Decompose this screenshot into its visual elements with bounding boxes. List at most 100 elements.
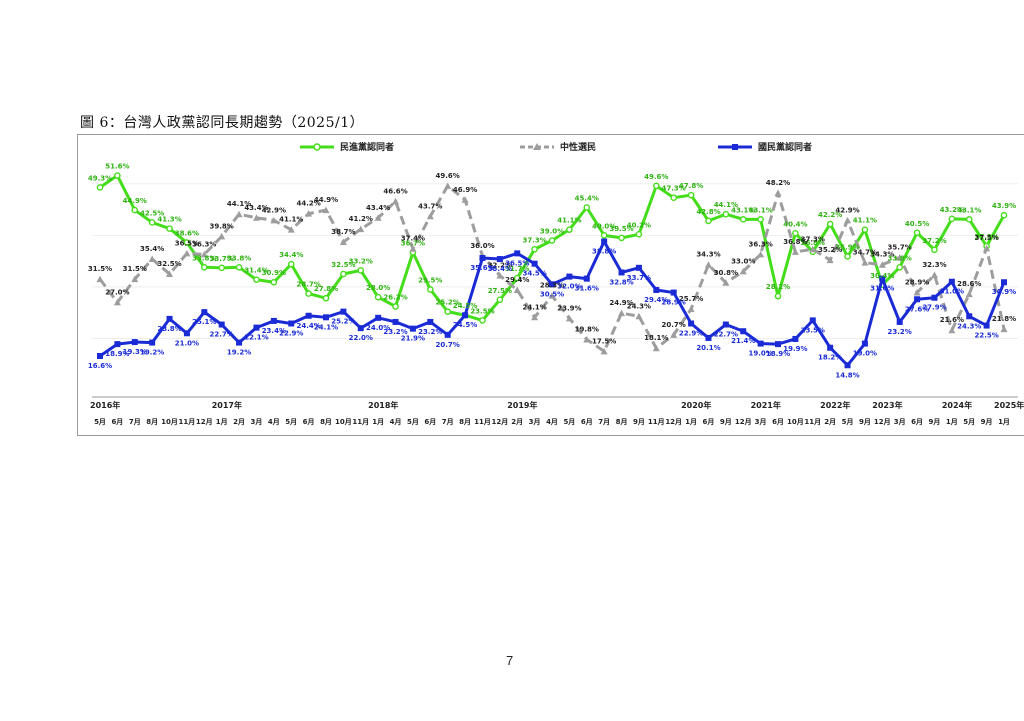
data-label: 27.8% — [314, 285, 338, 293]
month-tick-label: 8月 — [146, 418, 158, 426]
data-label: 19.0% — [853, 350, 877, 358]
data-point — [270, 278, 278, 286]
data-label: 28.0% — [366, 284, 390, 292]
data-label: 36.5% — [505, 259, 529, 267]
data-label: 28.2% — [766, 283, 790, 291]
data-label: 24.1% — [522, 303, 546, 311]
data-point — [705, 217, 712, 225]
month-tick-label: 9月 — [859, 418, 871, 426]
data-label: 32.0% — [557, 283, 581, 291]
data-label: 23.9% — [557, 304, 581, 312]
year-label: 2018年 — [368, 400, 398, 410]
data-point — [166, 270, 174, 277]
year-label: 2023年 — [872, 400, 902, 410]
data-label: 39.5% — [609, 225, 633, 233]
data-label: 28.9% — [905, 279, 929, 287]
data-label: 24.0% — [366, 324, 390, 332]
data-point — [166, 315, 173, 322]
data-label: 49.3% — [88, 174, 112, 182]
data-point — [253, 276, 260, 283]
data-label: 19.3% — [123, 348, 147, 356]
data-point — [375, 314, 382, 321]
month-tick-label: 2月 — [233, 418, 245, 426]
year-label: 2016年 — [90, 400, 120, 410]
data-label: 22.1% — [244, 334, 268, 342]
data-point — [305, 290, 312, 297]
data-label: 28.6% — [957, 280, 981, 288]
data-label: 43.4% — [244, 204, 268, 212]
data-point — [757, 340, 764, 347]
legend-item-dpp: 民進黨認同者 — [300, 140, 394, 153]
data-point — [757, 216, 764, 223]
month-tick-label: 5月 — [563, 418, 575, 426]
data-point — [218, 321, 225, 328]
data-point — [844, 216, 852, 224]
data-label: 22.0% — [349, 334, 373, 342]
data-point — [252, 214, 260, 221]
data-label: 29.4% — [644, 296, 668, 304]
data-point — [113, 298, 121, 306]
data-label: 35.2% — [818, 246, 842, 254]
data-point — [914, 296, 921, 303]
data-label: 24.3% — [957, 322, 981, 330]
data-label: 21.9% — [401, 335, 425, 343]
data-label: 35.7% — [888, 244, 912, 252]
data-point — [201, 263, 208, 271]
data-label: 32.2% — [488, 262, 512, 270]
data-point — [392, 303, 399, 310]
year-label: 2022年 — [820, 400, 850, 410]
data-point — [461, 196, 469, 203]
data-label: 24.5% — [453, 321, 477, 329]
month-tick-label: 11月 — [648, 418, 665, 426]
data-point — [565, 314, 573, 322]
data-label: 20.7% — [436, 341, 460, 349]
data-label: 22.9% — [679, 329, 703, 337]
data-label: 32.8% — [609, 278, 633, 286]
data-point — [305, 312, 312, 319]
data-label: 24.3% — [627, 302, 651, 310]
data-point — [235, 210, 243, 218]
data-point — [288, 320, 295, 327]
data-point — [1000, 211, 1008, 219]
data-label: 18.2% — [818, 354, 842, 362]
month-tick-label: 5月 — [842, 418, 854, 426]
data-point — [183, 249, 191, 257]
year-label: 2021年 — [751, 400, 781, 410]
data-label: 19.8% — [575, 325, 599, 333]
data-label: 44.9% — [314, 196, 338, 204]
data-point — [791, 248, 799, 255]
data-point — [427, 286, 434, 293]
data-label: 43.1% — [731, 206, 755, 214]
figure-caption: 圖 6：台灣人政黨認同長期趨勢（2025/1） — [80, 115, 365, 131]
data-point — [392, 318, 399, 325]
month-tick-label: 9月 — [720, 418, 732, 426]
data-label: 27.9% — [922, 304, 946, 312]
data-label: 37.4% — [401, 235, 425, 243]
month-tick-label: 7月 — [598, 418, 610, 426]
data-label: 36.7% — [401, 239, 425, 247]
data-label: 34.3% — [696, 251, 720, 259]
data-point — [148, 219, 156, 226]
data-label: 30.9% — [992, 288, 1016, 296]
data-point — [739, 267, 747, 275]
data-label: 44.1% — [714, 201, 738, 209]
data-label: 44.9% — [123, 197, 147, 205]
data-label: 25.1% — [192, 318, 216, 326]
data-label: 28.9% — [662, 299, 686, 307]
data-point — [462, 312, 469, 319]
data-label: 43.4% — [366, 204, 390, 212]
month-tick-label: 9月 — [981, 418, 993, 426]
data-point — [235, 263, 243, 271]
month-tick-label: 10月 — [787, 418, 804, 426]
data-label: 33.7% — [210, 255, 234, 263]
data-point — [966, 313, 973, 320]
data-label: 38.7% — [331, 228, 355, 236]
data-point — [548, 292, 556, 299]
data-label: 33.7% — [627, 274, 651, 282]
month-tick-label: 5月 — [963, 418, 975, 426]
data-point — [531, 313, 539, 321]
data-point — [635, 312, 643, 320]
data-label: 43.7% — [418, 202, 442, 210]
data-label: 40.2% — [627, 221, 651, 229]
data-label: 43.1% — [957, 206, 981, 214]
